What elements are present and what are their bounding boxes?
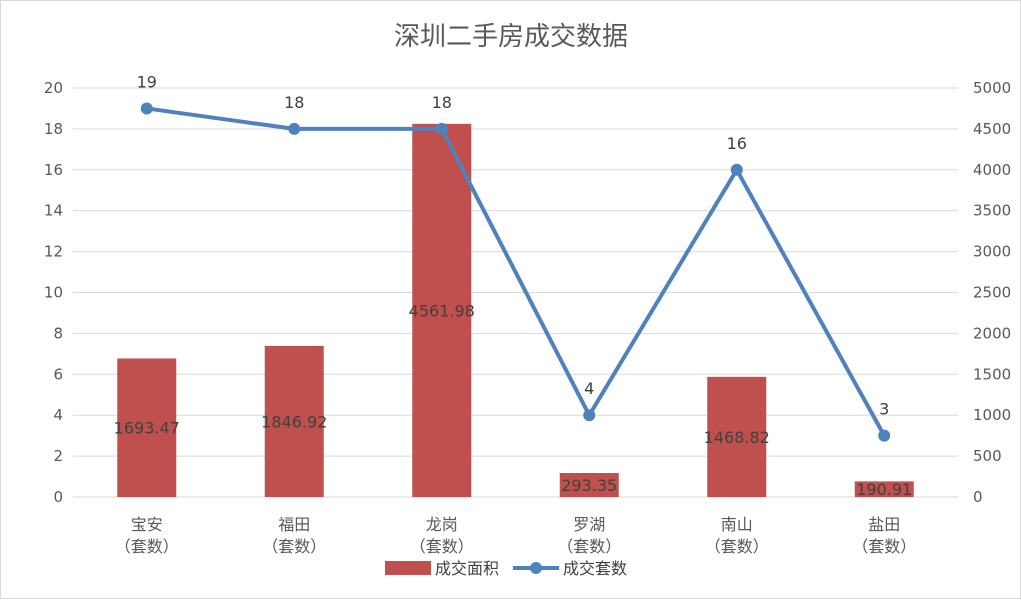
y-right-tick-label: 5000 <box>973 79 1011 97</box>
line-point-marker <box>435 122 448 135</box>
y-left-tick-label: 12 <box>44 243 63 261</box>
y-right-tick-label: 2500 <box>973 284 1011 302</box>
x-category-label: 宝安 <box>131 515 163 534</box>
bar-data-label: 1693.47 <box>114 419 180 438</box>
line-data-label: 18 <box>284 93 304 112</box>
line-point-marker <box>583 409 596 422</box>
bar-成交面积 <box>707 376 767 497</box>
line-data-label: 16 <box>727 134 747 153</box>
bar-成交面积 <box>412 123 472 498</box>
bar-成交面积 <box>559 473 619 497</box>
line-data-label: 4 <box>584 379 594 398</box>
line-data-label: 3 <box>879 400 889 419</box>
bar-data-label: 190.91 <box>856 480 912 499</box>
legend-marker-line <box>530 562 542 574</box>
legend-label-line: 成交套数 <box>563 559 627 578</box>
x-category-sublabel: （套数） <box>852 537 916 556</box>
y-left-tick-label: 16 <box>44 161 63 179</box>
bar-data-label: 4561.98 <box>409 301 475 320</box>
line-point-marker <box>140 102 153 115</box>
line-point-marker <box>288 122 301 135</box>
chart-title: 深圳二手房成交数据 <box>394 22 628 52</box>
y-left-tick-label: 6 <box>53 365 63 383</box>
y-right-tick-label: 500 <box>973 447 1002 465</box>
y-left-tick-label: 18 <box>44 120 63 138</box>
y-left-tick-label: 10 <box>44 284 63 302</box>
bar-成交面积 <box>117 358 177 497</box>
y-right-tick-label: 1000 <box>973 406 1011 424</box>
y-left-tick-label: 20 <box>44 79 63 97</box>
legend-swatch-bar <box>385 561 431 575</box>
y-left-tick-label: 4 <box>53 406 63 424</box>
x-category-label: 罗湖 <box>573 515 605 534</box>
y-right-tick-label: 1500 <box>973 365 1011 383</box>
line-data-label: 19 <box>137 72 157 91</box>
x-category-label: 龙岗 <box>426 515 458 534</box>
line-data-label: 18 <box>432 93 452 112</box>
line-point-marker <box>730 163 743 176</box>
x-category-sublabel: （套数） <box>410 537 474 556</box>
y-left-tick-label: 14 <box>44 202 63 220</box>
x-category-sublabel: （套数） <box>262 537 326 556</box>
x-category-sublabel: （套数） <box>705 537 769 556</box>
bar-data-label: 1468.82 <box>704 428 770 447</box>
x-category-label: 南山 <box>721 515 753 534</box>
legend-label-bar: 成交面积 <box>435 559 499 578</box>
line-series-成交套数 <box>146 106 886 437</box>
y-left-tick-label: 8 <box>53 324 63 342</box>
x-category-sublabel: （套数） <box>557 537 621 556</box>
y-left-tick-label: 0 <box>53 488 63 506</box>
y-right-tick-label: 4500 <box>973 120 1011 138</box>
x-category-label: 盐田 <box>868 515 900 534</box>
x-category-sublabel: （套数） <box>115 537 179 556</box>
bar-data-label: 1846.92 <box>261 412 327 431</box>
bar-成交面积 <box>264 345 324 497</box>
x-category-label: 福田 <box>278 515 310 534</box>
bar-成交面积 <box>854 481 914 497</box>
y-right-tick-label: 4000 <box>973 161 1011 179</box>
y-right-tick-label: 3000 <box>973 243 1011 261</box>
bar-data-label: 293.35 <box>561 476 617 495</box>
y-right-tick-label: 3500 <box>973 202 1011 220</box>
y-left-tick-label: 2 <box>53 447 63 465</box>
y-right-tick-label: 0 <box>973 488 983 506</box>
y-right-tick-label: 2000 <box>973 324 1011 342</box>
line-point-marker <box>878 429 891 442</box>
